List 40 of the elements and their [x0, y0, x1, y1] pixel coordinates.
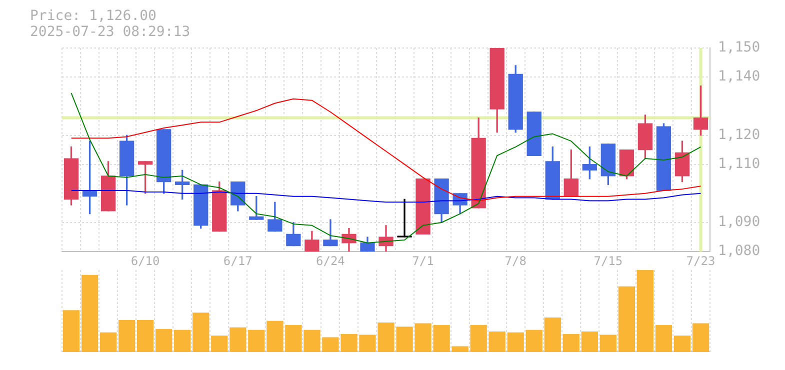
- bar: [192, 312, 210, 352]
- bar: [100, 332, 117, 352]
- x-tick-label: 7/1: [412, 254, 434, 268]
- y-tick-label: 1,110: [718, 156, 760, 172]
- bar: [692, 323, 710, 352]
- y-tick-label: 1,080: [718, 243, 760, 260]
- bar: [526, 330, 542, 352]
- bar: [636, 270, 654, 352]
- x-tick-label: 7/15: [594, 254, 623, 268]
- bar: [230, 327, 246, 352]
- bar: [136, 320, 154, 352]
- bar: [174, 330, 191, 352]
- bar: [562, 334, 580, 352]
- y-tick-label: 1,090: [718, 214, 760, 230]
- bar: [488, 332, 506, 352]
- bar: [211, 336, 228, 352]
- bar: [62, 310, 80, 352]
- x-tick-label: 6/10: [130, 254, 160, 268]
- y-tick-label: 1,150: [718, 40, 760, 56]
- x-tick-label: 6/17: [223, 254, 252, 268]
- bar: [266, 320, 284, 352]
- y-tick-label: 1,140: [718, 68, 760, 85]
- bar: [118, 320, 136, 352]
- bar: [618, 286, 636, 352]
- bar: [544, 318, 561, 352]
- x-tick-label: 6/24: [316, 254, 345, 268]
- bar: [655, 324, 672, 352]
- x-tick-label: 7/23: [686, 254, 716, 268]
- chart-title: Price: 1,126.00: [30, 8, 156, 24]
- y-tick-label: 1,120: [718, 126, 760, 143]
- bar: [155, 329, 172, 352]
- bar: [248, 330, 265, 352]
- bar: [674, 336, 691, 352]
- x-tick-label: 7/8: [504, 254, 526, 268]
- bar: [507, 332, 524, 352]
- bar: [81, 274, 98, 352]
- candlestick: [397, 198, 412, 238]
- bar: [581, 332, 598, 352]
- chart-subtitle: 2025-07-23 08:29:13: [30, 24, 190, 40]
- bar: [600, 334, 617, 352]
